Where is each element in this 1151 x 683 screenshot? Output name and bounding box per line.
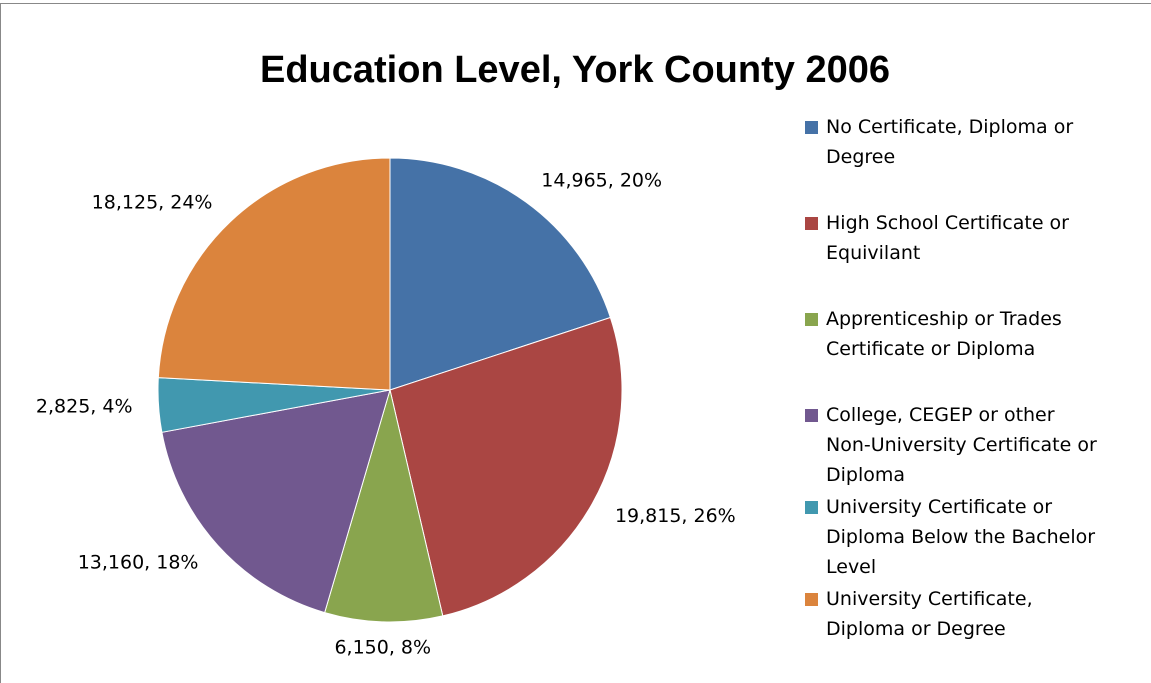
pie-slice (324, 388, 444, 623)
legend-entry: No Certificate, Diploma or Degree (805, 112, 1105, 172)
data-label: 13,160, 18% (78, 551, 199, 573)
legend-label: College, CEGEP or other Non-University C… (826, 404, 1097, 486)
data-label: 2,825, 4% (36, 395, 133, 417)
legend-label: Apprenticeship or Trades Certificate or … (826, 308, 1062, 360)
data-label: 19,815, 26% (615, 505, 736, 527)
legend-swatch (805, 593, 818, 606)
legend-swatch (805, 501, 818, 514)
pie-slice (389, 157, 612, 391)
pie-slice (389, 316, 623, 617)
legend-entry: Apprenticeship or Trades Certificate or … (805, 304, 1105, 364)
data-label: 6,150, 8% (334, 636, 431, 658)
legend-label: University Certificate or Diploma Below … (826, 496, 1096, 578)
pie-slice (157, 157, 391, 391)
legend-entry: College, CEGEP or other Non-University C… (805, 400, 1105, 490)
legend-label: High School Certificate or Equivilant (826, 212, 1069, 264)
legend-label: University Certificate, Diploma or Degre… (826, 588, 1033, 640)
data-label: 18,125, 24% (92, 191, 213, 213)
legend: No Certificate, Diploma or Degree High Sc… (805, 112, 1105, 680)
legend-entry: High School Certificate or Equivilant (805, 208, 1105, 268)
legend-swatch (805, 313, 818, 326)
pie-slice (161, 389, 391, 614)
data-label: 14,965, 20% (541, 170, 662, 192)
legend-label: No Certificate, Diploma or Degree (826, 116, 1074, 168)
legend-entry: University Certificate or Diploma Below … (805, 492, 1105, 582)
legend-swatch (805, 121, 818, 134)
legend-entry: University Certificate, Diploma or Degre… (805, 584, 1105, 644)
legend-swatch (805, 217, 818, 230)
legend-swatch (805, 409, 818, 422)
chart-title: Education Level, York County 2006 (260, 49, 890, 91)
